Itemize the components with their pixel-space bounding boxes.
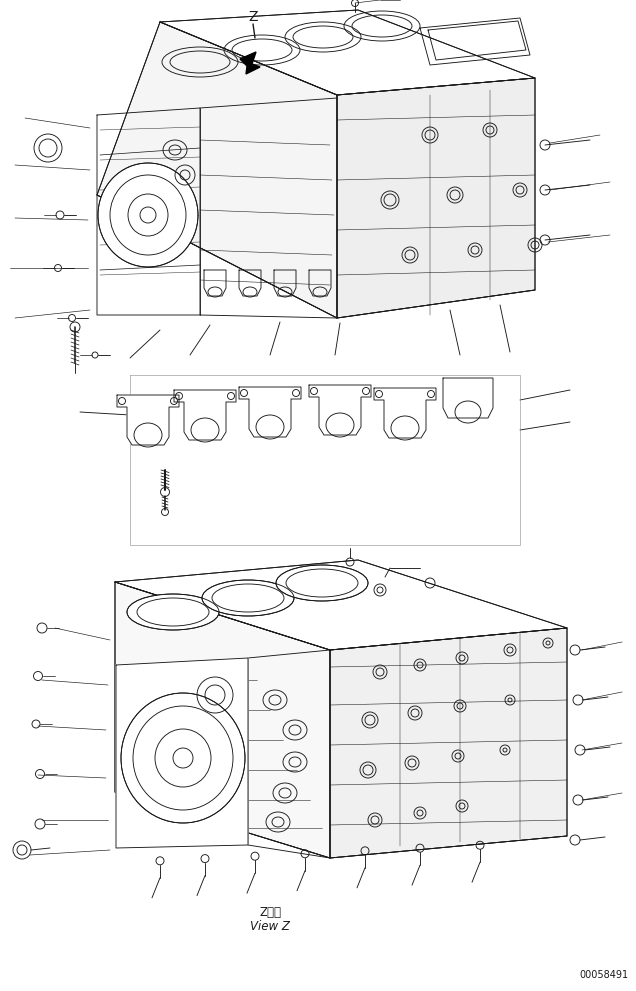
Ellipse shape — [121, 693, 245, 823]
Ellipse shape — [276, 565, 368, 601]
Polygon shape — [240, 52, 260, 74]
Polygon shape — [309, 385, 371, 435]
Text: Z　視: Z 視 — [259, 906, 281, 919]
Polygon shape — [115, 560, 567, 650]
Ellipse shape — [127, 594, 219, 630]
Ellipse shape — [98, 163, 198, 267]
Polygon shape — [330, 628, 567, 858]
Polygon shape — [116, 658, 248, 848]
Polygon shape — [239, 387, 301, 437]
Text: 00058491: 00058491 — [579, 970, 628, 980]
Text: Z: Z — [248, 10, 258, 24]
Text: View Z: View Z — [250, 920, 290, 933]
Polygon shape — [337, 78, 535, 318]
Ellipse shape — [202, 580, 294, 616]
Polygon shape — [115, 582, 330, 858]
Polygon shape — [174, 390, 236, 440]
Polygon shape — [117, 395, 179, 445]
Polygon shape — [97, 22, 337, 318]
Polygon shape — [160, 10, 535, 95]
Polygon shape — [374, 388, 436, 438]
